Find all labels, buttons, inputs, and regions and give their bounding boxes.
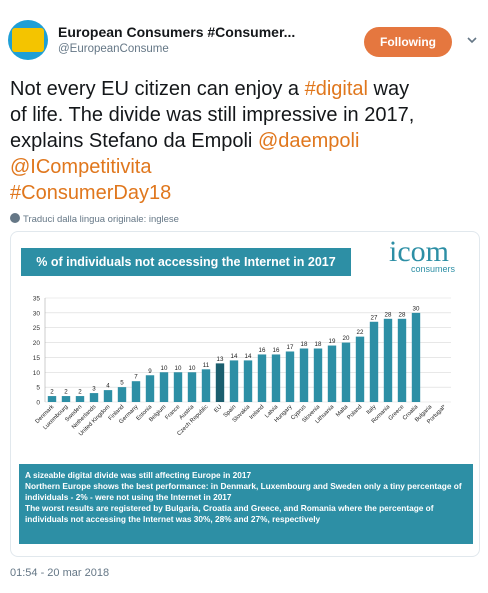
translate-link[interactable]: Traduci dalla lingua originale: inglese: [10, 213, 179, 225]
data-label: 28: [385, 311, 392, 318]
y-tick-label: 15: [33, 355, 41, 362]
x-tick-label: Ireland: [249, 404, 266, 421]
bar: [313, 348, 323, 402]
data-label: 9: [148, 368, 152, 375]
data-label: 5: [120, 380, 124, 387]
bar: [47, 396, 57, 402]
bar: [131, 381, 141, 402]
tweet-text-segment: way: [367, 78, 410, 100]
tweet-media-image[interactable]: % of individuals not accessing the Inter…: [10, 231, 480, 557]
tweet-text-line: of life. The divide was still impressive…: [10, 104, 415, 126]
bar: [145, 375, 155, 402]
x-tick-label: Italy: [366, 404, 378, 416]
data-label: 4: [106, 383, 110, 390]
data-label: 14: [245, 353, 252, 360]
data-label: 13: [217, 356, 224, 363]
bar: [397, 318, 407, 402]
tweet-text-segment: Not every EU citizen can enjoy a: [10, 78, 305, 100]
data-label: 3: [92, 386, 96, 393]
bar: [75, 396, 85, 402]
data-label: 19: [329, 338, 336, 345]
bar: [159, 372, 169, 402]
bar: [411, 312, 421, 402]
data-label: 7: [134, 374, 138, 381]
summary-line: The worst results are registered by Bulg…: [25, 503, 434, 524]
data-label: 16: [273, 347, 280, 354]
bar: [173, 372, 183, 402]
summary-line: A sizeable digital divide was still affe…: [25, 470, 252, 480]
summary-line: Northern Europe shows the best performan…: [25, 481, 462, 502]
data-label: 28: [399, 311, 406, 318]
account-handle[interactable]: @EuropeanConsume: [58, 43, 169, 55]
data-label: 10: [175, 365, 182, 372]
mention-daempoli[interactable]: @daempoli: [257, 130, 360, 152]
bar: [117, 387, 127, 402]
data-label: 17: [287, 344, 294, 351]
data-label: 27: [371, 314, 378, 321]
account-name[interactable]: European Consumers #Consumer...: [58, 24, 296, 40]
bar: [243, 360, 253, 402]
european-consumer-day-logo-icon: [12, 28, 44, 52]
x-tick-label: Poland: [346, 404, 363, 421]
y-tick-label: 0: [36, 400, 40, 407]
bar: [369, 321, 379, 402]
y-tick-label: 25: [33, 325, 41, 332]
tweet-header: European Consumers #Consumer... @Europea…: [0, 0, 488, 64]
bar: [201, 369, 211, 402]
data-label: 11: [203, 362, 210, 369]
data-label: 20: [343, 335, 350, 342]
y-tick-label: 30: [33, 310, 41, 317]
chart-title: % of individuals not accessing the Inter…: [21, 248, 351, 276]
tweet-text: Not every EU citizen can enjoy a #digita…: [10, 76, 480, 206]
data-label: 2: [64, 389, 68, 396]
y-tick-label: 20: [33, 340, 41, 347]
tweet-text-segment: explains Stefano da Empoli: [10, 130, 258, 152]
bar: [61, 396, 71, 402]
data-label: 30: [413, 305, 420, 312]
data-label: 14: [231, 353, 238, 360]
avatar[interactable]: [8, 20, 48, 60]
bar: [341, 342, 351, 402]
logo-subtext: consumers: [411, 264, 456, 274]
bar: [257, 354, 267, 402]
data-label: 18: [315, 341, 322, 348]
bar: [89, 393, 99, 402]
bar-chart: 051015202530352Denmark2Luxembourg2Sweden…: [33, 296, 451, 438]
bar: [187, 372, 197, 402]
data-label: 22: [357, 329, 364, 336]
data-label: 2: [50, 389, 54, 396]
y-tick-label: 10: [33, 370, 41, 377]
bar: [271, 354, 281, 402]
chevron-down-icon[interactable]: [466, 34, 478, 46]
hashtag-digital[interactable]: #digital: [304, 78, 368, 100]
x-tick-label: EU: [213, 404, 223, 414]
bar: [215, 363, 225, 402]
bar: [383, 318, 393, 402]
bar: [327, 345, 337, 402]
logo-text: icom: [389, 235, 449, 268]
y-tick-label: 35: [33, 296, 41, 303]
bar: [229, 360, 239, 402]
mention-icompetitivita[interactable]: @ICompetitivita: [10, 156, 152, 178]
data-label: 16: [259, 347, 266, 354]
chart-summary-box: A sizeable digital divide was still affe…: [19, 464, 473, 544]
data-label: 10: [189, 365, 196, 372]
translate-label: Traduci dalla lingua originale: inglese: [23, 214, 179, 225]
data-label: 2: [78, 389, 82, 396]
bar: [355, 336, 365, 402]
tweet-timestamp[interactable]: 01:54 - 20 mar 2018: [10, 567, 110, 579]
bar: [103, 390, 113, 402]
following-button[interactable]: Following: [364, 27, 452, 57]
bar: [299, 348, 309, 402]
y-tick-label: 5: [36, 385, 40, 392]
data-label: 10: [161, 365, 168, 372]
data-label: 18: [301, 341, 308, 348]
hashtag-consumerday18[interactable]: #ConsumerDay18: [10, 182, 172, 204]
icom-logo: icom consumers: [389, 236, 469, 276]
globe-icon: [10, 213, 20, 223]
bar: [285, 351, 295, 402]
